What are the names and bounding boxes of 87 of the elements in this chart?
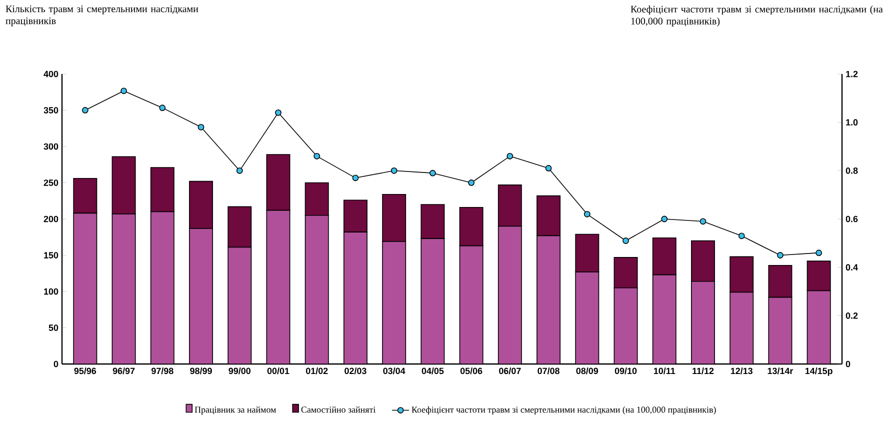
x-tick-label: 09/10	[614, 368, 637, 374]
point	[430, 170, 436, 176]
x-tick-label: 08/09	[576, 368, 598, 374]
point	[468, 180, 474, 186]
x-tick-label: 07/08	[538, 368, 560, 374]
bar	[691, 240, 715, 282]
point	[622, 238, 629, 244]
y-tick-label: 100	[44, 288, 58, 295]
bar	[343, 232, 368, 364]
point	[159, 104, 166, 112]
x-tick-label: 96/97	[112, 368, 135, 374]
point	[738, 232, 745, 240]
point	[584, 210, 590, 218]
x-tick-label: 13/14r	[768, 368, 794, 374]
bar	[459, 245, 484, 364]
y-tick-label: 250	[44, 180, 58, 186]
x-tick-label: 10/11	[654, 368, 676, 374]
point	[82, 107, 88, 114]
point	[352, 174, 359, 182]
bar	[266, 210, 290, 364]
point	[275, 109, 282, 116]
x-tick-label: 98/99	[190, 368, 212, 374]
y-tick-label: 200	[44, 216, 58, 222]
bar	[112, 214, 136, 364]
bar	[536, 235, 561, 364]
bar	[498, 226, 522, 364]
bar	[304, 214, 329, 364]
bar	[575, 234, 600, 272]
point	[314, 152, 320, 160]
x-tick-label: 99/00	[228, 368, 250, 374]
y2-tick-label: 0.2	[846, 312, 858, 319]
y2-axis-title: Коефіцієнт частоти травм зі смертельними наслідками (на 100,000 працівників)	[630, 6, 883, 27]
point	[120, 88, 127, 94]
y2-tick-label: 1.0	[846, 119, 858, 126]
bar	[730, 256, 754, 293]
point	[390, 167, 398, 174]
x-tick-label: 02/03	[344, 368, 366, 374]
x-tick-label: 97/98	[151, 368, 174, 374]
bar	[189, 228, 213, 364]
bar	[652, 274, 676, 364]
bar	[768, 265, 792, 298]
y2-tick-label: 1.2	[846, 70, 858, 78]
bar	[806, 290, 831, 364]
point	[236, 167, 243, 174]
x-tick-label: 01/02	[306, 368, 328, 374]
y-tick-label: 0	[54, 360, 58, 368]
bar	[768, 296, 792, 364]
bar	[150, 211, 174, 364]
y2-tick-label: 0	[846, 360, 850, 368]
y2-tick-label: 0.6	[846, 216, 858, 222]
y-axis-title: Кількість травм зі смертельними наслідками працівників	[6, 6, 198, 26]
point	[506, 152, 514, 160]
y-tick-label: 50	[48, 324, 58, 331]
x-tick-label: 04/05	[422, 368, 444, 374]
y-tick-label: 400	[44, 70, 58, 78]
bar	[73, 212, 98, 364]
bar	[228, 246, 252, 364]
bar	[691, 280, 715, 364]
x-tick-label: 03/04	[383, 368, 406, 374]
x-tick-label: 06/07	[499, 368, 521, 374]
x-tick-label: 95/96	[74, 368, 96, 374]
point	[777, 252, 784, 258]
point	[816, 250, 822, 256]
y-tick-label: 300	[44, 143, 58, 150]
bar	[382, 241, 406, 364]
y-tick-label: 150	[44, 252, 58, 258]
x-tick-label: 14/15p	[805, 368, 832, 376]
bar	[614, 287, 638, 364]
bar	[730, 292, 754, 364]
bar	[652, 237, 676, 276]
x-tick-label: 12/13	[730, 368, 752, 374]
point	[198, 124, 204, 130]
point	[700, 218, 706, 225]
y-tick-label: 350	[44, 107, 58, 114]
x-tick-label: 05/06	[460, 368, 482, 374]
y2-tick-label: 0.8	[846, 167, 858, 174]
point	[545, 165, 552, 172]
bar	[614, 257, 638, 288]
legend-label: Самостійно зайняті	[301, 406, 376, 413]
x-tick-label: 00/01	[267, 368, 290, 374]
legend-label: Працівник за наймом	[194, 406, 276, 414]
x-tick-label: 11/12	[692, 368, 714, 374]
legend-label: Коефіцієнт частоти травм зі смертельними наслідками (на 100,000 працівників)	[412, 406, 716, 415]
bar	[420, 238, 445, 364]
bar	[575, 272, 600, 364]
y2-tick-label: 0.4	[846, 264, 858, 271]
point	[661, 216, 668, 222]
